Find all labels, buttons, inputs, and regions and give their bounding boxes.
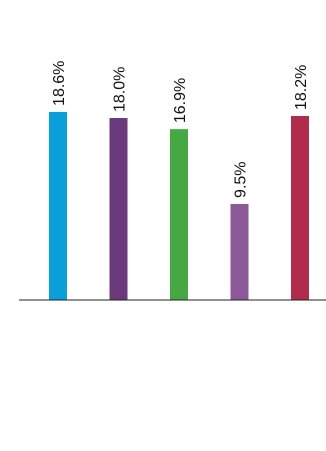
bar-2 bbox=[109, 118, 128, 301]
data-label-2: 18.0% bbox=[112, 67, 129, 112]
bar-4 bbox=[230, 203, 249, 300]
bar-1 bbox=[49, 111, 67, 300]
bar-3 bbox=[170, 129, 188, 300]
data-label-1: 18.6% bbox=[51, 61, 68, 106]
labels-group: 18.6% 18.0% 16.9% 9.5% 18.2% bbox=[51, 61, 310, 198]
data-label-5: 18.2% bbox=[293, 65, 310, 110]
bars-group bbox=[49, 111, 309, 301]
data-label-3: 16.9% bbox=[172, 78, 189, 123]
bar-5 bbox=[291, 115, 309, 300]
data-label-4: 9.5% bbox=[233, 161, 250, 197]
